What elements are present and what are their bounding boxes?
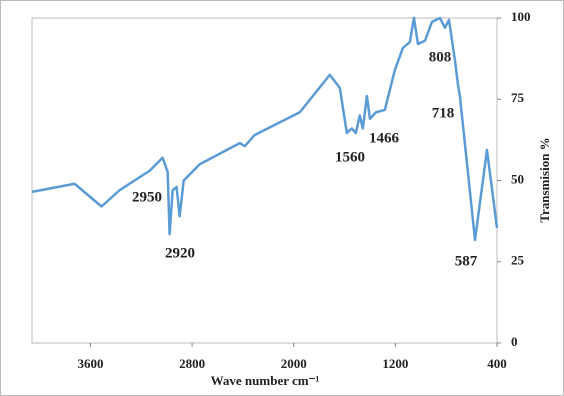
- annotation: 2950: [132, 189, 162, 205]
- annotation: 718: [432, 105, 455, 121]
- y-tick-label: 50: [511, 171, 524, 186]
- x-tick-label: 2800: [179, 356, 205, 371]
- x-tick-label: 400: [487, 356, 507, 371]
- annotation: 1466: [369, 130, 400, 146]
- x-tick-label: 2000: [281, 356, 307, 371]
- annotation: 808: [429, 49, 452, 65]
- annotation: 2920: [165, 245, 195, 261]
- x-axis-label: Wave number cm⁻¹: [211, 373, 320, 388]
- y-axis-label: Transmision %: [537, 137, 552, 222]
- x-tick-label: 1200: [382, 356, 408, 371]
- y-tick-label: 100: [511, 9, 531, 24]
- y-tick-label: 75: [511, 90, 525, 105]
- x-tick-label: 3600: [77, 356, 103, 371]
- annotation: 1560: [335, 149, 365, 165]
- y-tick-label: 0: [511, 334, 518, 349]
- y-tick-label: 25: [511, 253, 525, 268]
- spectrum-line: [31, 16, 499, 242]
- annotation: 587: [455, 253, 478, 269]
